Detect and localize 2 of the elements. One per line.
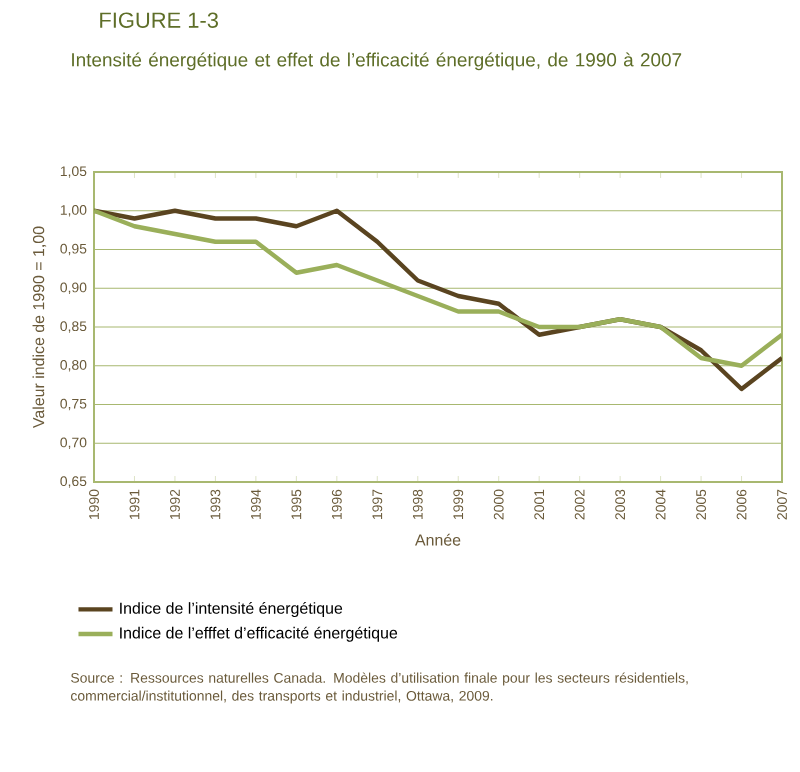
chart-title: FIGURE 1-3 (100, 12, 218, 28)
chart-subtitle: Intensité énergétique et effet de l’efficacité énergétique, de 1990 à 2007 (72, 52, 682, 71)
